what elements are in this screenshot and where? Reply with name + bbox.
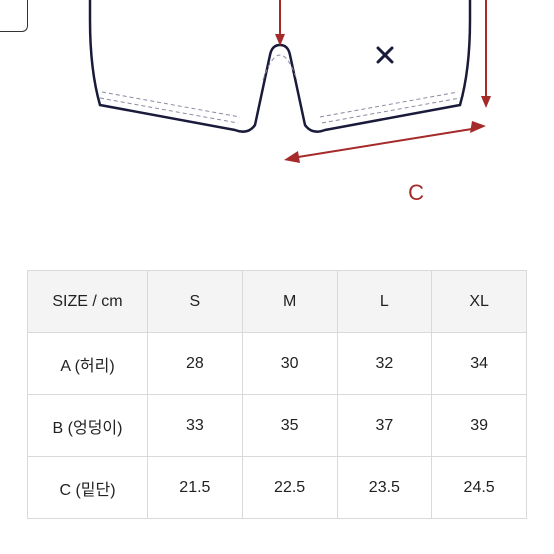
- cell: 22.5: [242, 457, 337, 519]
- cell: 35: [242, 395, 337, 457]
- col-header-s: S: [148, 271, 243, 333]
- row-label-b: B (엉덩이): [28, 395, 148, 457]
- page-corner-tab: [0, 0, 28, 32]
- col-header-l: L: [337, 271, 432, 333]
- col-header-xl: XL: [432, 271, 527, 333]
- cell: 37: [337, 395, 432, 457]
- col-header-m: M: [242, 271, 337, 333]
- cell: 30: [242, 333, 337, 395]
- cell: 23.5: [337, 457, 432, 519]
- cell: 24.5: [432, 457, 527, 519]
- cell: 21.5: [148, 457, 243, 519]
- row-label-c: C (밑단): [28, 457, 148, 519]
- row-label-a: A (허리): [28, 333, 148, 395]
- table-row: B (엉덩이) 33 35 37 39: [28, 395, 527, 457]
- size-table: SIZE / cm S M L XL A (허리) 28 30 32 34 B …: [27, 270, 527, 519]
- size-table-container: SIZE / cm S M L XL A (허리) 28 30 32 34 B …: [27, 270, 527, 519]
- table-row: A (허리) 28 30 32 34: [28, 333, 527, 395]
- table-row: C (밑단) 21.5 22.5 23.5 24.5: [28, 457, 527, 519]
- cell: 28: [148, 333, 243, 395]
- cell: 34: [432, 333, 527, 395]
- dimension-label-c: C: [408, 180, 424, 206]
- cell: 39: [432, 395, 527, 457]
- dimension-diagram: C: [0, 0, 554, 230]
- cell: 33: [148, 395, 243, 457]
- table-header-row: SIZE / cm S M L XL: [28, 271, 527, 333]
- shorts-outline-svg: [40, 0, 500, 210]
- cell: 32: [337, 333, 432, 395]
- col-header-size: SIZE / cm: [28, 271, 148, 333]
